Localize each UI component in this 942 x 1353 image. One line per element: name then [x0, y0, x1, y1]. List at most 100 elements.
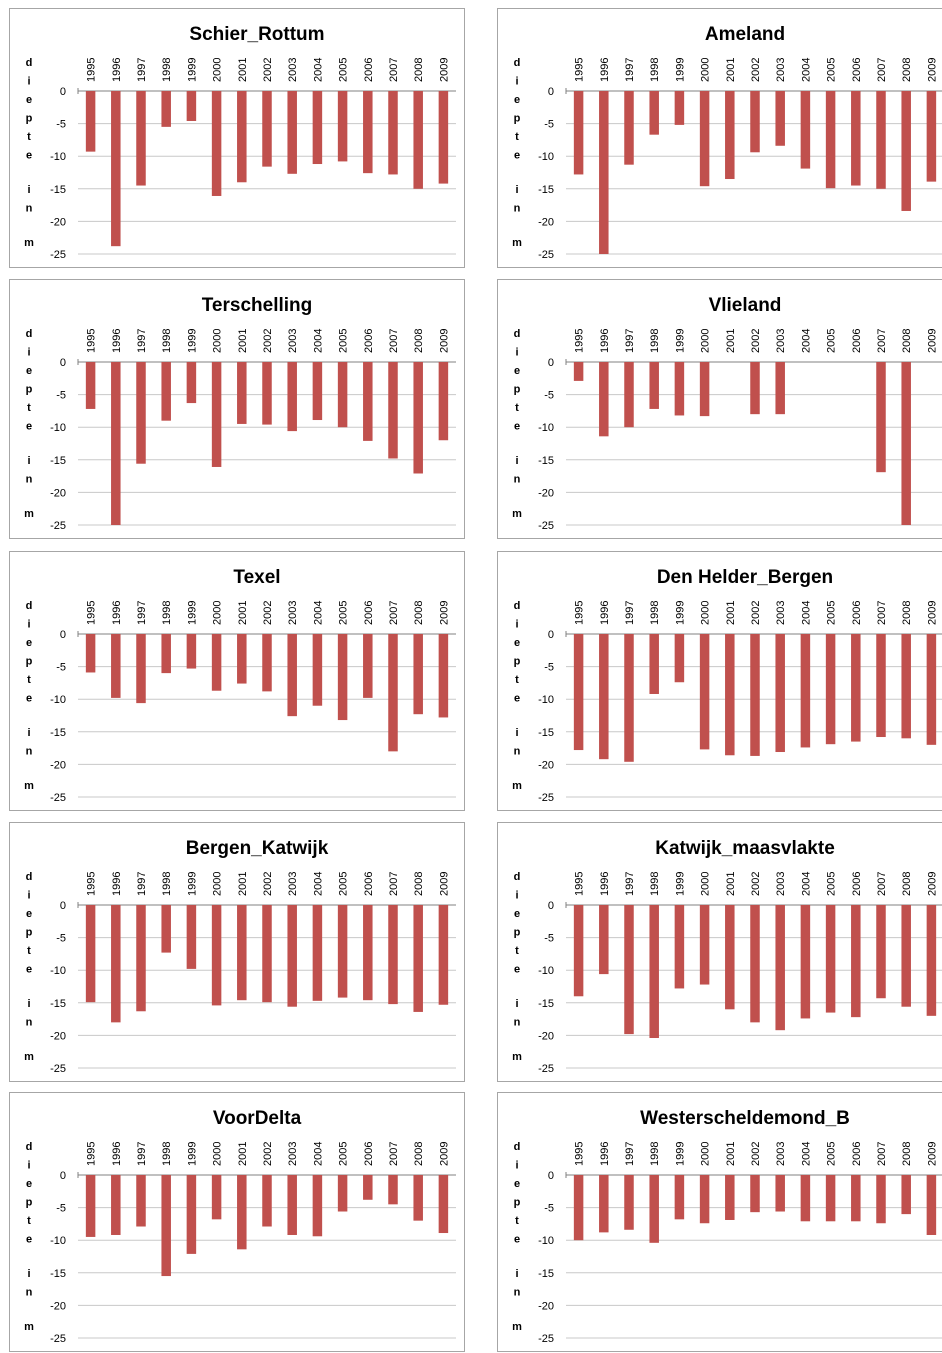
- chart-title: Westerscheldemond_B: [640, 1108, 850, 1129]
- bar-2006: [363, 362, 373, 441]
- chart-title: Ameland: [705, 24, 785, 45]
- x-tick-label: 2003: [287, 58, 299, 82]
- y-tick-label: -5: [544, 119, 554, 131]
- bar-2009: [438, 634, 449, 718]
- y-axis-label-letter: n: [514, 1287, 521, 1299]
- y-axis-label-letter: i: [27, 76, 30, 88]
- chart-title: Bergen_Katwijk: [186, 838, 329, 859]
- y-axis-label-letter: i: [27, 998, 30, 1010]
- bar-2005: [825, 1175, 836, 1222]
- y-tick-label: -15: [538, 455, 554, 467]
- bar-2000: [211, 905, 222, 1006]
- x-tick-label: 2001: [725, 58, 737, 82]
- x-tick-label: 2002: [750, 58, 762, 82]
- chart-title: Katwijk_maasvlakte: [655, 838, 835, 859]
- bar-2006: [363, 1175, 373, 1200]
- y-axis-label-letter: p: [514, 113, 521, 125]
- bar-1996: [599, 634, 609, 760]
- x-tick-label: 1999: [186, 1142, 198, 1166]
- x-tick-label: 2001: [725, 1142, 737, 1166]
- x-tick-label: 2001: [237, 872, 249, 896]
- x-tick-label: 2006: [363, 1142, 375, 1166]
- bar-2002: [750, 905, 760, 1023]
- bar-2002: [262, 91, 272, 167]
- y-axis-label-letter: m: [512, 780, 522, 792]
- bar-1997: [624, 91, 634, 165]
- chart-panel-schier-rottum: Schier_Rottum 0 -5 -10 -15 -20 -25 d i e p t e i n m 199…: [9, 8, 465, 268]
- bar-2000: [211, 1175, 222, 1220]
- x-tick-label: 2000: [700, 329, 712, 353]
- bar-1996: [599, 905, 609, 975]
- y-tick-label: -5: [544, 390, 554, 402]
- y-axis-label-letter: t: [27, 131, 31, 143]
- chart-panel-texel: Texel 0 -5 -10 -15 -20 -25 d i e p t e i n m 1995 1996 199…: [9, 551, 465, 811]
- x-tick-label: 1995: [86, 329, 98, 353]
- x-tick-label: 1997: [624, 1142, 636, 1166]
- y-tick-label: -25: [50, 1333, 66, 1345]
- y-axis-label-letter: t: [515, 674, 519, 686]
- bar-1995: [573, 1175, 584, 1241]
- y-axis-label-letter: p: [26, 656, 33, 668]
- bar-2008: [901, 634, 911, 739]
- bar-1998: [161, 1175, 171, 1277]
- x-tick-label: 1996: [111, 1142, 123, 1166]
- x-tick-label: 2007: [876, 872, 888, 896]
- bar-2008: [413, 905, 423, 1012]
- bar-2007: [876, 634, 886, 738]
- x-tick-label: 2002: [750, 601, 762, 625]
- bar-1998: [649, 905, 659, 1039]
- x-tick-label: 1997: [136, 58, 148, 82]
- bar-2006: [363, 91, 373, 174]
- y-tick-label: -20: [50, 216, 66, 228]
- x-tick-label: 2002: [262, 329, 274, 353]
- y-axis-label-letter: d: [26, 871, 33, 883]
- y-axis-label-letter: e: [514, 964, 520, 976]
- bar-2005: [825, 634, 836, 745]
- y-tick-label: -20: [50, 759, 66, 771]
- bar-2003: [287, 91, 297, 174]
- x-tick-label: 2002: [750, 1142, 762, 1166]
- bar-2000: [699, 634, 710, 750]
- x-tick-label: 2008: [413, 58, 425, 82]
- x-tick-label: 1998: [161, 58, 173, 82]
- y-axis-label-letter: e: [26, 94, 32, 106]
- bar-2005: [337, 634, 348, 721]
- bar-2003: [775, 91, 785, 146]
- x-tick-label: 2005: [826, 1142, 838, 1166]
- bar-2005: [337, 905, 348, 998]
- bar-2009: [926, 91, 937, 182]
- y-axis-label-letter: i: [515, 76, 518, 88]
- x-tick-label: 2005: [826, 329, 838, 353]
- x-tick-label: 2006: [851, 329, 863, 353]
- y-axis-label-letter: m: [24, 1051, 34, 1063]
- bar-1999: [186, 1175, 197, 1254]
- y-axis-label-letter: i: [27, 455, 30, 467]
- y-axis-label-letter: n: [26, 203, 33, 215]
- x-tick-label: 1996: [599, 58, 611, 82]
- bar-2001: [237, 362, 247, 424]
- x-tick-label: 1998: [649, 601, 661, 625]
- y-axis-label-letter: p: [514, 384, 521, 396]
- bar-1995: [85, 634, 96, 673]
- x-tick-label: 1999: [674, 601, 686, 625]
- bar-2006: [851, 634, 861, 742]
- bar-2008: [901, 905, 911, 1007]
- bar-2002: [262, 634, 272, 692]
- y-axis-label-letter: i: [515, 1268, 518, 1280]
- x-tick-label: 1995: [574, 329, 586, 353]
- x-tick-label: 1997: [624, 58, 636, 82]
- y-axis-label-letter: m: [512, 508, 522, 520]
- x-tick-label: 2003: [287, 329, 299, 353]
- y-tick-label: -15: [50, 455, 66, 467]
- x-tick-label: 2007: [876, 601, 888, 625]
- y-tick-label: -20: [538, 1300, 554, 1312]
- y-tick-label: -5: [56, 662, 66, 674]
- bar-1999: [186, 905, 197, 969]
- bar-1997: [624, 1175, 634, 1230]
- x-tick-label: 2005: [338, 1142, 350, 1166]
- y-tick-label: -10: [538, 1235, 554, 1247]
- y-axis-label-letter: n: [26, 746, 33, 758]
- bar-2000: [211, 362, 222, 467]
- x-tick-label: 2002: [262, 1142, 274, 1166]
